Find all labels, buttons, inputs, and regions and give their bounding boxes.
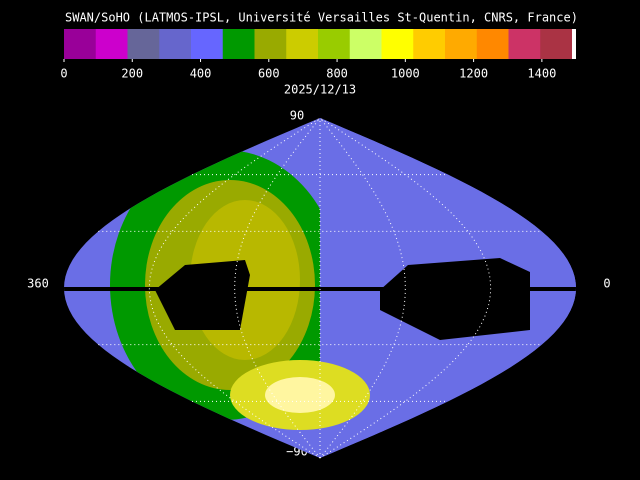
colorbar-swatch — [381, 29, 414, 59]
colorbar-swatch — [318, 29, 351, 59]
meridian — [148, 117, 321, 459]
left-label: 360 — [27, 277, 49, 291]
colorbar-swatch — [191, 29, 224, 59]
top-label: 90 — [290, 109, 304, 123]
colorbar-tick-label: 600 — [258, 67, 280, 81]
colorbar-tick-label: 1200 — [459, 67, 488, 81]
colorbar-swatch — [349, 29, 382, 59]
meridian — [234, 117, 321, 459]
masked-region — [155, 260, 250, 330]
meridian — [319, 117, 492, 459]
colorbar-tick-label: 200 — [121, 67, 143, 81]
meridian — [319, 117, 406, 459]
colorbar-swatch — [508, 29, 541, 59]
colorbar-swatch — [159, 29, 192, 59]
title: SWAN/SoHO (LATMOS-IPSL, Université Versa… — [65, 11, 578, 25]
colorbar-swatch — [127, 29, 160, 59]
colorbar-end — [572, 29, 576, 59]
grid — [98, 117, 542, 459]
colorbar-tick-label: 1400 — [527, 67, 556, 81]
colorbar-swatch — [222, 29, 255, 59]
colorbar-swatch — [476, 29, 509, 59]
colorbar-swatch — [64, 29, 97, 59]
colorbar-swatch — [95, 29, 128, 59]
masked-region — [380, 258, 530, 340]
colorbar-swatch — [413, 29, 446, 59]
colorbar-tick-label: 0 — [60, 67, 67, 81]
colorbar-tick-label: 400 — [190, 67, 212, 81]
colorbar-swatch — [445, 29, 478, 59]
colorbar-tick-label: 800 — [326, 67, 348, 81]
white-region — [265, 377, 335, 413]
right-label: 0 — [603, 277, 610, 291]
colorbar-swatch — [254, 29, 287, 59]
colorbar-swatch — [540, 29, 573, 59]
colorbar-swatch — [286, 29, 319, 59]
date: 2025/12/13 — [284, 83, 356, 97]
colorbar-tick-label: 1000 — [391, 67, 420, 81]
colorbar: 0 200 400 600 800 1000 1200 1400 — [60, 29, 576, 81]
